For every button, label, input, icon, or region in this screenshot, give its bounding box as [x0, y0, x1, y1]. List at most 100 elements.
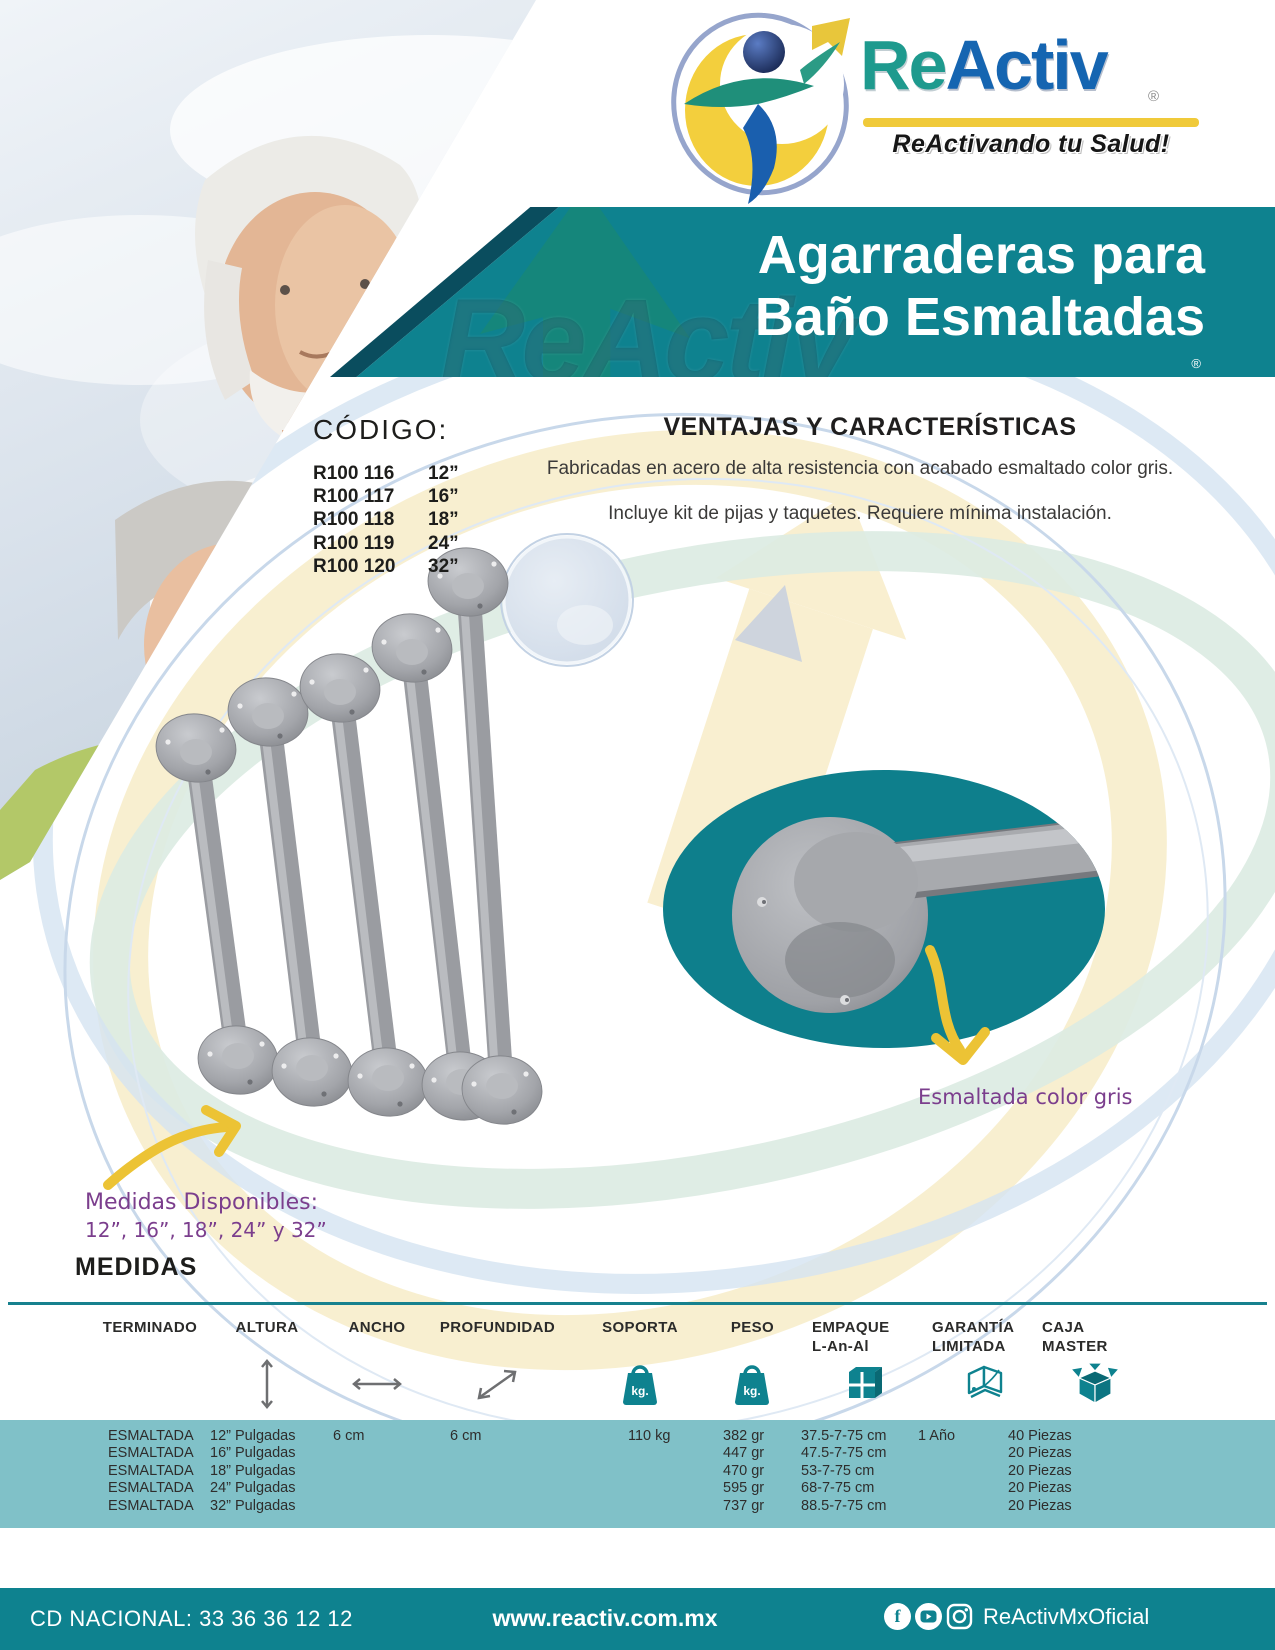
- logo-tagline: ReActivando tu Salud!: [892, 130, 1170, 158]
- ventajas-paragraph-2: Incluye kit de pijas y taquetes. Requier…: [608, 503, 1112, 524]
- cell-soporta: 110 kg: [628, 1428, 671, 1444]
- column-header-ancho: ANCHO: [348, 1319, 406, 1336]
- codigo-size: 32”: [428, 555, 459, 577]
- cell-empaque: 68-7-75 cm: [801, 1480, 875, 1497]
- cell-terminado: ESMALTADA: [108, 1497, 194, 1514]
- cell-peso: 595 gr: [723, 1480, 765, 1497]
- note-medidas-disponibles: Medidas Disponibles:: [85, 1190, 318, 1215]
- cell-terminado: ESMALTADA: [108, 1462, 194, 1479]
- cell-garantia: 1 Año: [918, 1428, 956, 1444]
- cell-empaque: 53-7-75 cm: [801, 1462, 875, 1479]
- ventajas-heading: VENTAJAS Y CARACTERÍSTICAS: [663, 413, 1077, 441]
- column-header-altura: ALTURA: [235, 1319, 299, 1336]
- cell-ancho: [333, 1498, 364, 1515]
- cell-altura: 18” Pulgadas: [210, 1462, 296, 1479]
- soporta-kg-label: kg.: [631, 1384, 648, 1398]
- column-header-soporta: SOPORTA: [602, 1319, 678, 1336]
- column-header-garantia: GARANTÍA LIMITADA: [932, 1318, 1042, 1356]
- column-header-empaque: EMPAQUE L-An-Al: [812, 1318, 922, 1356]
- ventajas-paragraph-1: Fabricadas en acero de alta resistencia …: [546, 458, 1174, 479]
- cell-garantia: [918, 1445, 955, 1462]
- cell-soporta: [628, 1445, 670, 1462]
- codigo-code: R100 119: [313, 532, 395, 554]
- cell-ancho: [333, 1480, 364, 1497]
- banner-watermark-text: ReActiv: [440, 275, 855, 377]
- cell-altura: 24” Pulgadas: [210, 1480, 296, 1497]
- codigo-heading: CÓDIGO:: [313, 414, 449, 445]
- cell-empaque: 37.5-7-75 cm: [801, 1428, 887, 1444]
- cell-ancho: [333, 1463, 364, 1480]
- codigo-item: R100 118 18”: [313, 508, 459, 531]
- cell-profundidad: [450, 1480, 481, 1497]
- table-divider-line: [8, 1302, 1267, 1305]
- grab-bar-32in: [427, 547, 543, 1125]
- footer-phone: CD NACIONAL: 33 36 36 12 12: [30, 1606, 353, 1631]
- product-grab-bars: [155, 547, 543, 1125]
- cell-soporta: [628, 1463, 670, 1480]
- cell-altura: 12” Pulgadas: [210, 1428, 296, 1444]
- arrow-annotation-right: [925, 945, 990, 1065]
- codigo-list: R100 116 12” R100 117 16” R100 118 18” R…: [313, 462, 459, 578]
- decor-lens-circle: [500, 533, 634, 667]
- codigo-size: 24”: [428, 532, 459, 554]
- peso-kg-label: kg.: [743, 1384, 760, 1398]
- caja-master-open-box-icon: [1065, 1355, 1125, 1413]
- column-header-terminado: TERMINADO: [102, 1319, 198, 1336]
- banner-registered-mark: ®: [1191, 356, 1201, 371]
- page-title: Agarraderas para Baño Esmaltadas: [755, 224, 1205, 348]
- cell-peso: 737 gr: [723, 1497, 765, 1514]
- table-data-band: [0, 1420, 1275, 1528]
- youtube-icon: [915, 1603, 942, 1630]
- cell-peso: 447 gr: [723, 1445, 765, 1462]
- column-header-garantia-label: GARANTÍA: [932, 1319, 1015, 1336]
- codigo-item: R100 117 16”: [313, 485, 459, 508]
- table-column-terminado: ESMALTADA ESMALTADA ESMALTADA ESMALTADA …: [108, 1428, 194, 1515]
- column-header-caja: CAJA MASTER: [1042, 1318, 1152, 1356]
- note-esmaltada-color-gris: Esmaltada color gris: [918, 1085, 1133, 1109]
- column-header-caja-label: CAJA: [1042, 1319, 1085, 1336]
- logo-tagline-bar: [863, 118, 1199, 127]
- codigo-item: R100 116 12”: [313, 462, 459, 485]
- table-column-garantia: 1 Año: [918, 1428, 955, 1515]
- soporta-kg-weight-icon: kg.: [610, 1355, 670, 1413]
- cell-profundidad: [450, 1463, 481, 1480]
- column-header-peso: PESO: [730, 1319, 775, 1336]
- page-title-line2: Baño Esmaltadas: [754, 287, 1205, 347]
- cell-caja: 20 Piezas: [1008, 1445, 1072, 1462]
- footer-social-handle: ReActivMxOficial: [983, 1603, 1150, 1629]
- cell-peso: 382 gr: [723, 1428, 765, 1444]
- table-column-peso: 382 gr 447 gr 470 gr 595 gr 737 gr: [723, 1428, 764, 1515]
- cell-profundidad: 6 cm: [450, 1428, 482, 1444]
- garantia-warranty-booklet-icon: [955, 1355, 1015, 1413]
- empaque-package-box-icon: [837, 1355, 897, 1413]
- cell-terminado: ESMALTADA: [108, 1445, 194, 1462]
- column-header-profundidad: PROFUNDIDAD: [439, 1319, 556, 1336]
- cell-terminado: ESMALTADA: [108, 1480, 194, 1497]
- wordmark-re: Re: [860, 26, 947, 104]
- cell-caja: 20 Piezas: [1008, 1497, 1072, 1514]
- logo-registered-mark: ®: [1148, 88, 1160, 105]
- cell-peso: 470 gr: [723, 1462, 765, 1479]
- facebook-glyph: f: [894, 1606, 901, 1626]
- note-medidas-sizes: 12”, 16”, 18”, 24” y 32”: [85, 1218, 327, 1242]
- table-column-ancho: 6 cm: [333, 1428, 364, 1515]
- codigo-item: R100 120 32”: [313, 555, 459, 578]
- cell-garantia: [918, 1498, 955, 1515]
- column-header-caja-sub: MASTER: [1042, 1338, 1108, 1355]
- codigo-item: R100 119 24”: [313, 532, 459, 555]
- table-column-profundidad: 6 cm: [450, 1428, 481, 1515]
- grab-bar-16in: [227, 677, 353, 1107]
- table-column-soporta: 110 kg: [628, 1428, 670, 1515]
- altura-measure-icon: [237, 1355, 297, 1413]
- cell-caja: 20 Piezas: [1008, 1480, 1072, 1497]
- cell-empaque: 47.5-7-75 cm: [801, 1445, 887, 1462]
- codigo-code: R100 117: [313, 486, 395, 508]
- reactiv-logo: ReActiv ® ReActivando tu Salud!: [648, 0, 1223, 210]
- grab-bar-12in: [155, 713, 279, 1095]
- codigo-size: 16”: [428, 486, 459, 508]
- codigo-code: R100 116: [313, 463, 395, 484]
- cell-profundidad: [450, 1498, 481, 1515]
- cell-caja: 20 Piezas: [1008, 1462, 1072, 1479]
- table-column-caja: 40 Piezas 20 Piezas 20 Piezas 20 Piezas …: [1008, 1428, 1072, 1515]
